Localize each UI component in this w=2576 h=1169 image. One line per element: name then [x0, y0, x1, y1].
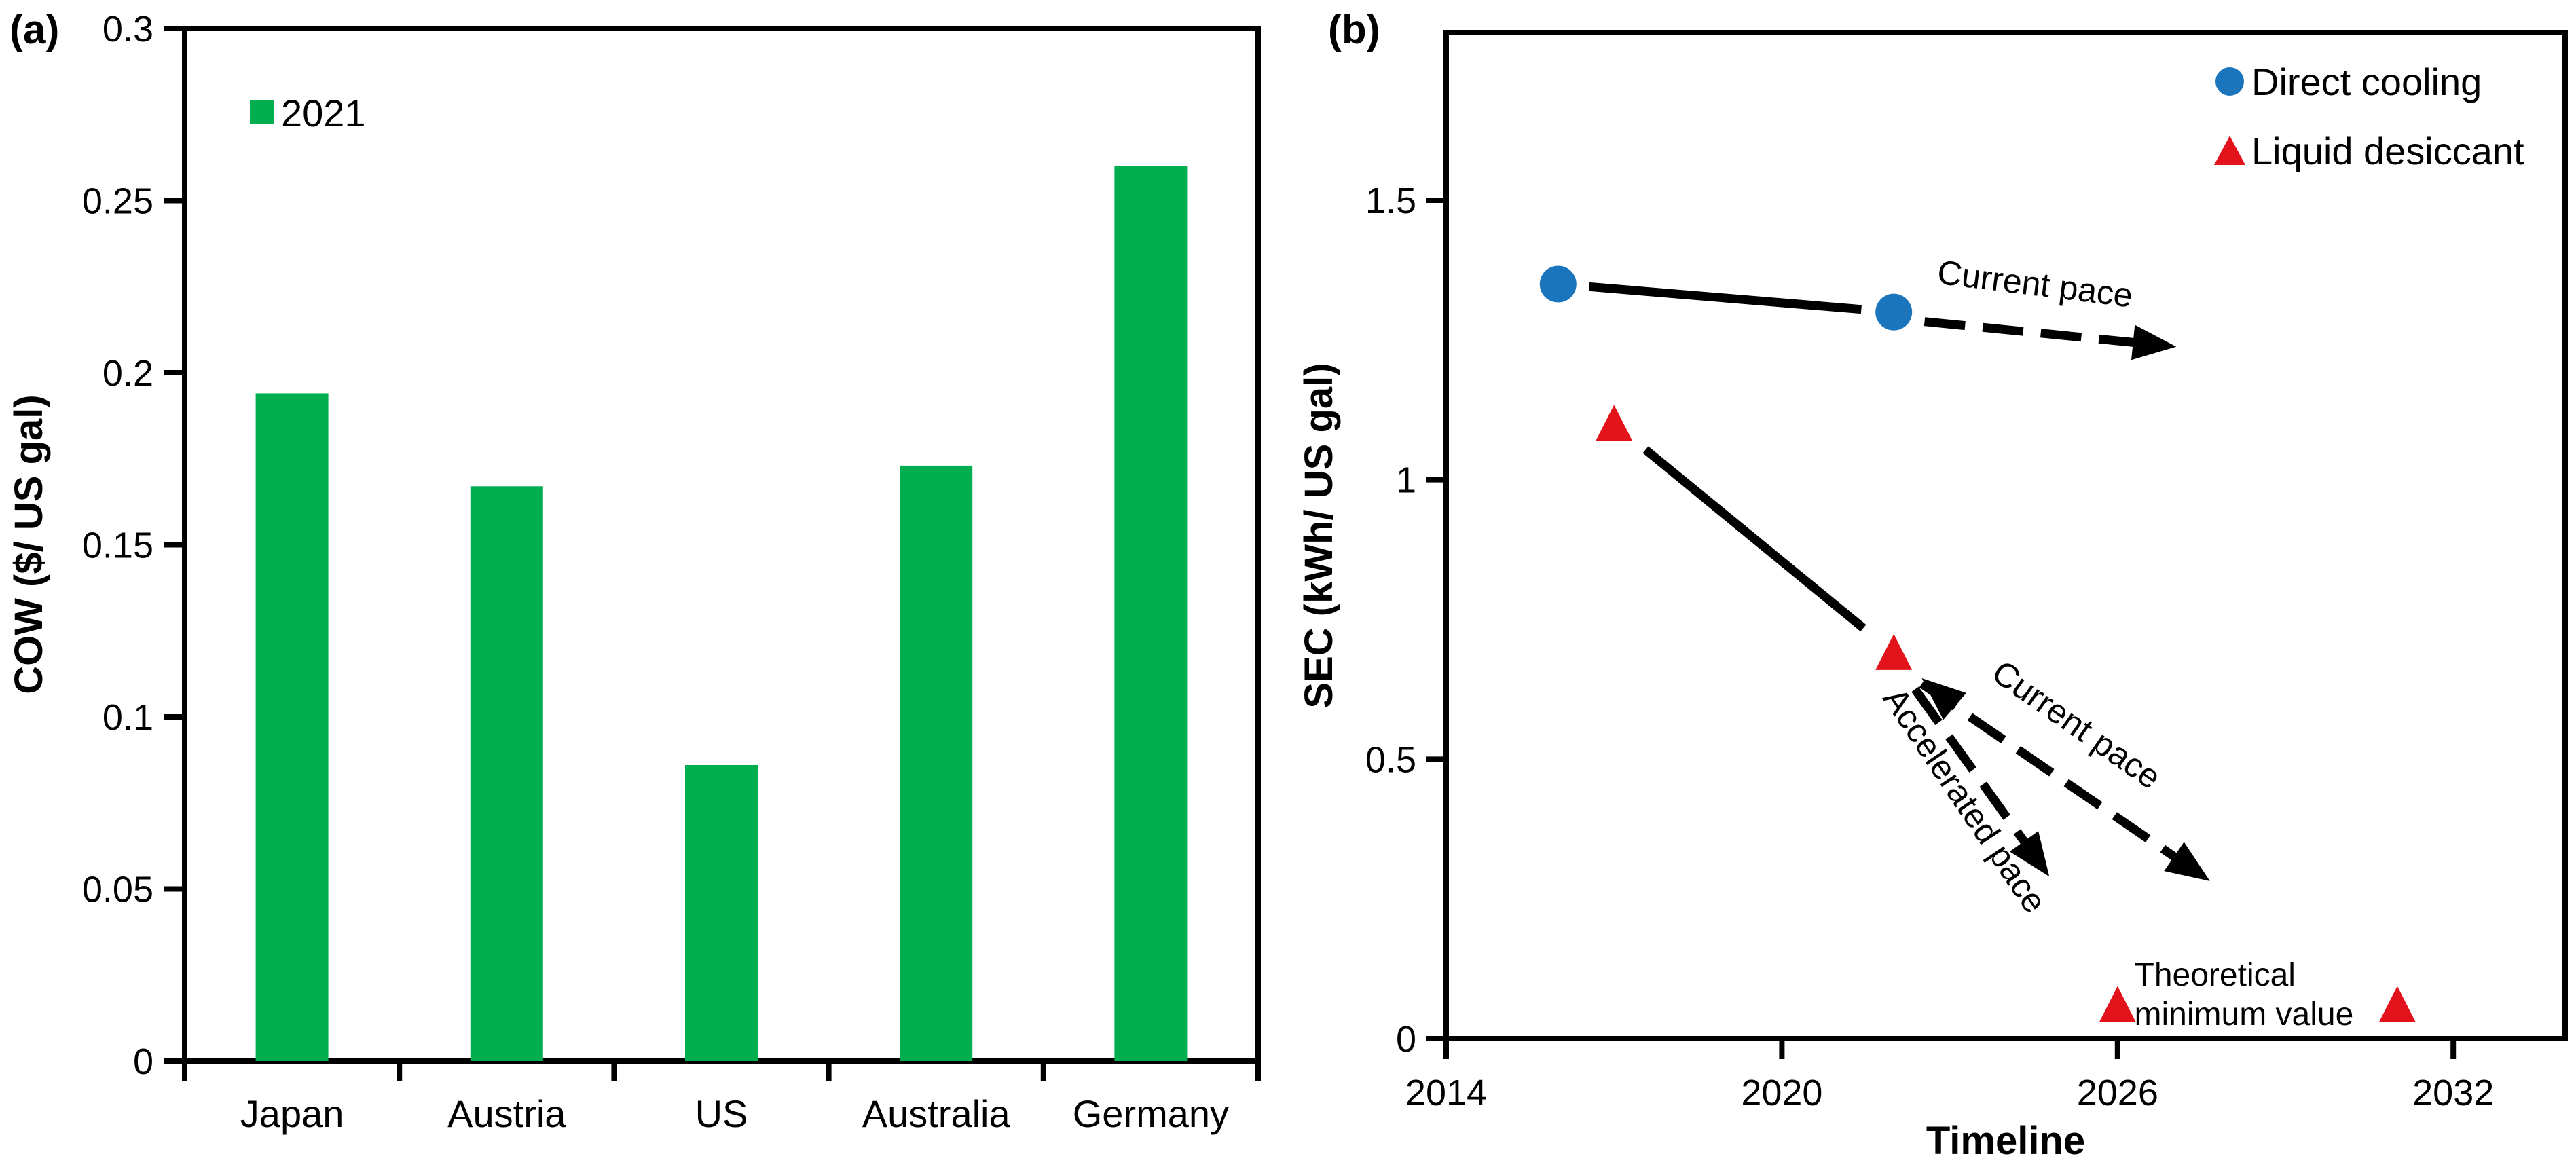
category-label: US [695, 1092, 748, 1135]
liquid-accelerated-pace-arrow [1911, 686, 2033, 851]
annotation-current-pace: Current pace [1935, 253, 2135, 315]
panel-a-y-axis-title: COW ($/ US gal) [7, 394, 51, 694]
legend-label-direct-cooling: Direct cooling [2251, 60, 2482, 103]
panel-b-x-axis-title: Timeline [1926, 1119, 2085, 1163]
panel-a-legend: 2021 [250, 92, 366, 134]
y-tick-label: 0.3 [103, 9, 153, 50]
category-label: Germany [1073, 1092, 1229, 1135]
direct-current-pace-arrow-head [2131, 324, 2177, 360]
annotation-accelerated-pace: Accelerated pace [1876, 681, 2054, 920]
liquid-current-pace-arrow-head [2164, 842, 2210, 881]
direct-cooling-trend-line [1589, 282, 1862, 314]
marker-direct-cooling-0 [1539, 265, 1577, 303]
liquid-desiccant-trend-line [1642, 446, 1866, 632]
y-tick-label: 1 [1396, 460, 1416, 501]
category-label: Austria [447, 1092, 566, 1135]
direct-current-pace-arrow [1924, 317, 2142, 348]
panel-a-tag: (a) [10, 7, 59, 52]
bar-austria [470, 486, 543, 1061]
marker-direct-cooling-1 [1875, 293, 1913, 331]
annotation-current-pace: Current pace [1985, 653, 2168, 797]
marker-liquid-desiccant-0 [1596, 405, 1633, 441]
panel-b-legend: Direct cooling Liquid desiccant [2214, 60, 2524, 172]
bar-japan [255, 393, 329, 1061]
y-tick-label: 0.05 [82, 870, 153, 910]
y-tick-label: 0.5 [1365, 739, 1416, 780]
annotation-minimum-value: minimum value [2135, 997, 2354, 1033]
panel-a-plot-area: 0 0.05 0.1 0.15 0.2 0.25 0.3 Japan Austria US Aust… [82, 9, 1261, 1135]
y-tick-label: 0 [133, 1041, 153, 1082]
liquid-current-pace-arrow [1919, 680, 2184, 865]
x-tick-label: 2032 [2412, 1073, 2494, 1113]
y-tick-label: 0.2 [103, 353, 153, 394]
y-tick-label: 0 [1396, 1019, 1416, 1060]
legend-circle-marker [2215, 67, 2244, 96]
marker-liquid-desiccant-2 [2099, 986, 2136, 1022]
panel-b-scatter-chart: (b) SEC (kWh/ US gal) Timeline 0 0.5 1 1.5 2… [1297, 7, 2568, 1163]
y-tick-label: 1.5 [1365, 181, 1416, 221]
x-tick-label: 2014 [1405, 1073, 1487, 1113]
bar-australia [900, 465, 973, 1061]
y-tick-label: 0.15 [82, 525, 153, 566]
x-tick-label: 2020 [1741, 1073, 1822, 1113]
y-tick-label: 0.1 [103, 697, 153, 738]
panel-a-bar-chart: (a) COW ($/ US gal) 00.050.10.150.20.250… [7, 7, 1261, 1135]
panel-b-y-axis-title: SEC (kWh/ US gal) [1297, 363, 1341, 708]
bar-germany [1114, 166, 1188, 1061]
bar-us [685, 764, 758, 1061]
legend-triangle-marker [2214, 136, 2245, 165]
annotation-theoretical: Theoretical [2135, 957, 2296, 993]
junction-back-arrowhead-head [1921, 678, 1966, 720]
legend-label-liquid-desiccant: Liquid desiccant [2251, 130, 2524, 172]
panel-b-tag: (b) [1328, 7, 1380, 52]
liquid-accelerated-pace-arrow-head [2009, 831, 2050, 877]
legend-swatch-2021 [250, 100, 274, 124]
x-tick-label: 2026 [2077, 1073, 2158, 1113]
marker-liquid-desiccant-1 [1875, 633, 1913, 670]
legend-label-2021: 2021 [281, 92, 366, 134]
marker-liquid-desiccant-3 [2378, 986, 2416, 1022]
panel-b-frame [1443, 30, 2568, 1041]
y-tick-label: 0.25 [82, 181, 153, 222]
category-label: Australia [862, 1092, 1011, 1135]
category-label: Japan [240, 1092, 344, 1135]
panel-b-plot-area: 0 0.5 1 1.5 2014 2020 2026 2032 [1365, 30, 2568, 1113]
